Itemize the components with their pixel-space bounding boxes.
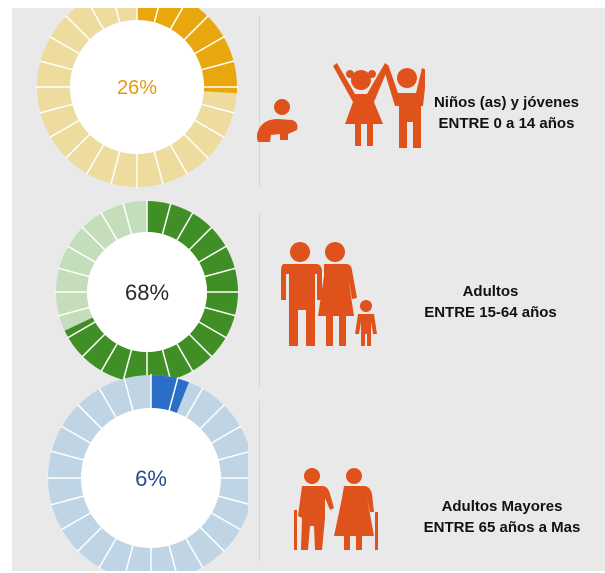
donut-segment-separator <box>85 143 105 175</box>
donut-segment-separator <box>50 450 85 461</box>
donut-segment-separator <box>188 333 213 358</box>
donut-segment-separator <box>197 245 228 264</box>
donut-value-label: 6% <box>135 466 167 491</box>
donut-segment-separator <box>168 377 179 412</box>
donut-segment-separator <box>65 15 91 41</box>
donut-segment-separator <box>100 342 119 373</box>
label-children-line2: ENTRE 0 a 14 años <box>438 115 575 132</box>
donut-segment-separator <box>122 202 133 236</box>
donut-segment-separator <box>98 537 118 569</box>
donut-segment-separator <box>65 133 91 159</box>
children-family-icon <box>257 63 425 148</box>
divider <box>259 16 260 186</box>
donut-segment-separator <box>98 387 118 419</box>
donut-segment-separator <box>60 511 92 531</box>
donut-3 <box>47 374 248 571</box>
donut-segment-separator <box>210 425 242 445</box>
label-adults-line1: Adultos <box>462 283 519 300</box>
donut-segment-separator <box>193 119 225 139</box>
donut-segment-separator <box>175 342 194 373</box>
donut-segment-separator <box>184 537 204 569</box>
donut-segment-separator <box>175 211 194 242</box>
donut-segment-separator <box>153 150 164 185</box>
donut-segment-separator <box>66 320 97 339</box>
donut-value-arc <box>64 201 238 383</box>
donut-segment-separator <box>188 226 213 251</box>
donut-track <box>36 8 237 187</box>
donut-segment-separator <box>90 8 105 31</box>
donut-segment-separator <box>193 35 225 55</box>
donut-segment-separator <box>39 60 74 71</box>
donut-segment-separator <box>81 226 106 251</box>
donut-segment-separator <box>76 403 103 430</box>
donut-value-label: 68% <box>125 280 169 305</box>
donut-segment-separator <box>197 320 228 339</box>
donut-segment-separator <box>183 15 209 41</box>
donut-segment-separator <box>183 133 209 159</box>
donut-segment-separator <box>122 348 133 382</box>
donut-segment-separator <box>161 202 172 236</box>
donut-segment-separator <box>217 451 248 461</box>
donut-segment-separator <box>210 511 242 531</box>
divider <box>259 401 260 561</box>
donut-segment-separator <box>76 526 103 553</box>
donut-segment-separator <box>217 495 248 505</box>
donut-value-arc <box>151 375 189 413</box>
donut-segment-separator <box>200 103 235 114</box>
donut-segment-separator <box>123 377 134 412</box>
donut-2 <box>55 200 239 384</box>
donut-segment-separator <box>49 35 81 55</box>
label-elderly-line2: ENTRE 65 años a Mas <box>423 519 581 536</box>
donut-hole <box>81 408 221 548</box>
donut-segment-separator <box>57 267 91 278</box>
donut-segment-separator <box>168 544 177 571</box>
donut-segment-separator <box>115 8 121 24</box>
donut-segment-separator <box>57 306 91 317</box>
label-adults: Adultos ENTRE 15-64 años <box>398 281 583 323</box>
donut-segment-separator <box>199 526 226 553</box>
donut-segment-separator <box>66 245 97 264</box>
donut-segment-separator <box>153 8 159 24</box>
adults-family-icon <box>281 242 377 346</box>
donut-segment-separator <box>184 387 204 419</box>
label-elderly: Adultos Mayores ENTRE 65 años a Mas <box>402 496 602 538</box>
donut-hole <box>87 232 207 352</box>
label-adults-line2: ENTRE 15-64 años <box>424 304 557 321</box>
label-elderly-line1: Adultos Mayores <box>441 498 563 515</box>
donut-segment-separator <box>199 403 226 430</box>
donut-segment-separator <box>161 348 172 382</box>
divider <box>259 213 260 388</box>
donut-segment-separator <box>39 103 74 114</box>
label-children: Niños (as) y jóvenes ENTRE 0 a 14 años <box>414 92 599 134</box>
donut-hole <box>70 20 204 154</box>
donut-value-label: 26% <box>117 77 157 99</box>
donut-segment-separator <box>110 150 121 185</box>
donut-segment-separator <box>60 425 92 445</box>
donut-segment-separator <box>200 60 235 71</box>
label-children-line1: Niños (as) y jóvenes <box>433 94 580 111</box>
donut-segment-separator <box>169 8 184 31</box>
donut-segment-separator <box>203 267 237 278</box>
donut-value-arc <box>137 8 237 94</box>
donut-segment-separator <box>50 495 85 506</box>
donut-segment-separator <box>125 544 134 571</box>
donut-segment-separator <box>203 306 237 317</box>
donut-segment-separator <box>49 119 81 139</box>
donut-1 <box>36 8 238 188</box>
donut-segment-separator <box>100 211 119 242</box>
donut-segment-separator <box>169 143 189 175</box>
elderly-couple-icon <box>294 468 378 550</box>
donut-segment-separator <box>81 333 106 358</box>
